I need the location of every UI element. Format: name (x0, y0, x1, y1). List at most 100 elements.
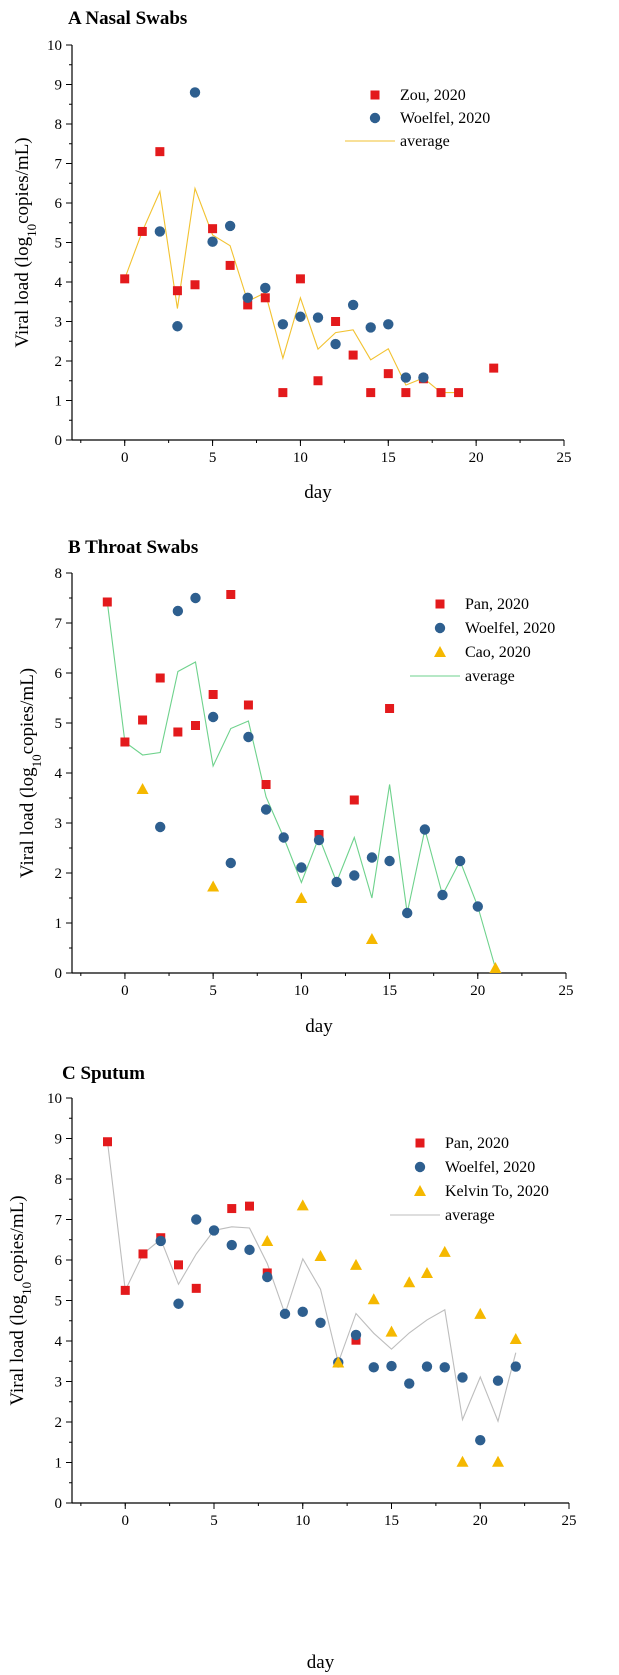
series-kelvin-to-2020-point (456, 1455, 469, 1467)
y-tick-label: 3 (55, 816, 63, 832)
series-zou-2020-point (172, 286, 182, 296)
series-woelfel-2020-point (475, 1435, 486, 1446)
legend-marker (415, 1138, 425, 1148)
legend-marker (434, 622, 446, 634)
series-zou-2020-point (331, 317, 341, 326)
series-woelfel-2020-point (277, 319, 289, 330)
series-woelfel-2020-point (421, 1361, 433, 1372)
chart-title: C Sputum (62, 1063, 145, 1084)
series-zou-2020-point (295, 274, 305, 284)
y-axis-label: Viral load (log10copies/mL) (12, 137, 39, 347)
series-woelfel-2020-point (189, 87, 201, 98)
series-woelfel-2020-point (330, 338, 341, 350)
legend-item-average: average (345, 133, 450, 150)
series-woelfel-2020-point (155, 821, 166, 833)
series-pan-2020-point (191, 721, 200, 730)
series-kelvin-to-2020-point (261, 1234, 274, 1246)
legend-label: Woelfel, 2020 (400, 110, 490, 127)
y-tick-label: 4 (55, 1334, 63, 1350)
series-pan-2020-point (227, 1204, 237, 1214)
y-tick-label: 4 (55, 275, 63, 291)
series-zou-2020-point (383, 369, 393, 379)
legend-label: Cao, 2020 (465, 644, 531, 661)
series-woelfel-2020-point (173, 1298, 184, 1309)
x-tick-label: 20 (473, 1513, 488, 1529)
y-tick-label: 1 (55, 916, 63, 932)
series-woelfel-2020-point (510, 1361, 521, 1372)
series-woelfel-2020-point (383, 319, 394, 330)
series-kelvin-to-2020-point (509, 1332, 522, 1344)
legend-marker (369, 112, 381, 124)
legend-item-cao-2020: Cao, 2020 (434, 644, 531, 661)
y-tick-label: 2 (55, 866, 63, 882)
series-woelfel-2020-point (472, 901, 483, 912)
legend-item-pan-2020: Pan, 2020 (435, 596, 529, 613)
chart-title: B Throat Swabs (68, 537, 198, 558)
series-woelfel-2020-point (492, 1375, 504, 1386)
series-kelvin-to-2020-point (438, 1245, 451, 1257)
series-woelfel-2020-point (226, 1239, 237, 1251)
series-cao-2020-point (365, 933, 378, 944)
legend-label: Woelfel, 2020 (465, 620, 555, 637)
series-zou-2020-point (278, 388, 288, 398)
y-axis-label: Viral load (log10copies/mL) (17, 668, 44, 878)
series-zou-2020-point (208, 224, 218, 234)
series-pan-2020-point (349, 795, 359, 805)
series-woelfel-2020-point (155, 1235, 166, 1247)
x-tick-label: 25 (557, 450, 572, 466)
series-zou-2020-point (137, 226, 147, 236)
y-tick-label: 1 (55, 1456, 63, 1472)
x-tick-label: 25 (559, 983, 574, 999)
series-pan-2020-point (191, 1283, 201, 1293)
y-tick-label: 7 (55, 616, 63, 632)
series-pan-2020-point (226, 590, 236, 599)
y-tick-label: 7 (55, 1213, 63, 1229)
legend-label: Pan, 2020 (465, 596, 529, 613)
legend-item-woelfel-2020: Woelfel, 2020 (414, 1159, 535, 1176)
series-zou-2020-point (260, 293, 270, 303)
chart-sputum: C Sputum 0 1 2 3 4 5 6 7 8 9 10 0 5 10 15 20 25 day Viral l… (7, 1063, 577, 1673)
series-woelfel-2020-point (260, 282, 271, 294)
series-woelfel-2020-point (350, 1329, 362, 1341)
series-zou-2020-point (243, 300, 253, 310)
y-tick-label: 10 (47, 1091, 62, 1107)
series-woelfel-2020-point (262, 1271, 273, 1283)
series-pan-2020-point (174, 1260, 183, 1270)
legend-label: average (400, 133, 450, 150)
legend-item-pan-2020: Pan, 2020 (415, 1135, 509, 1152)
series-pan-2020-point (102, 597, 112, 607)
series-woelfel-2020-point (191, 1214, 202, 1225)
x-axis-label: day (304, 482, 332, 503)
legend-marker (435, 599, 445, 609)
series-zou-2020-point (120, 274, 130, 284)
series-woelfel-2020-point (400, 372, 412, 383)
y-tick-label: 6 (55, 666, 63, 682)
series-woelfel-2020-point (312, 312, 324, 323)
x-tick-label: 10 (295, 1513, 310, 1529)
series-woelfel-2020-point (296, 862, 307, 873)
series-woelfel-2020-point (457, 1372, 468, 1383)
legend-item-kelvin-to-2020: Kelvin To, 2020 (414, 1183, 549, 1200)
y-tick-label: 2 (55, 354, 63, 370)
x-tick-label: 15 (381, 450, 396, 466)
legend-item-zou-2020: Zou, 2020 (370, 87, 466, 104)
x-tick-label: 0 (122, 1513, 130, 1529)
y-tick-label: 3 (55, 315, 63, 331)
series-pan-2020-point (314, 830, 324, 839)
series-kelvin-to-2020-point (314, 1249, 327, 1261)
series-kelvin-to-2020-point (332, 1356, 345, 1368)
y-tick-label: 4 (55, 766, 63, 782)
series-kelvin-to-2020-point (492, 1455, 504, 1467)
y-tick-label: 3 (55, 1375, 63, 1391)
series-pan-2020-point (208, 690, 218, 699)
series-woelfel-2020-point (172, 321, 183, 332)
series-zou-2020-point (348, 350, 358, 360)
y-tick-label: 0 (55, 966, 63, 982)
x-tick-label: 5 (209, 450, 217, 466)
series-woelfel-2020-point (368, 1362, 379, 1373)
series-woelfel-2020-point (439, 1362, 450, 1373)
x-tick-label: 10 (294, 983, 309, 999)
series-woelfel-2020-point (172, 605, 184, 617)
y-tick-label: 10 (47, 38, 62, 54)
